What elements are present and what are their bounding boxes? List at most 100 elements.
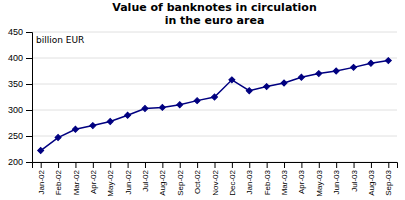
x-tick-mark	[336, 162, 337, 168]
point	[281, 80, 287, 86]
y-tick-label: 200	[8, 157, 23, 167]
x-tick-label: Jul-03	[350, 169, 359, 191]
x-tick-mark	[41, 162, 42, 168]
x-tick-label: May-02	[106, 169, 115, 196]
y-tick-mark	[26, 136, 32, 137]
y-axis-line	[26, 33, 33, 163]
chart-title-line: in the euro area	[165, 14, 265, 27]
x-tick-mark	[145, 162, 146, 168]
point	[368, 60, 374, 66]
x-tick: Jan-02	[37, 162, 46, 194]
x-tick: May-03	[315, 162, 324, 197]
y-tick: 250	[8, 131, 32, 141]
y-tick: 450	[8, 27, 32, 37]
y-tick-label: 250	[8, 131, 23, 141]
point	[125, 112, 131, 118]
point	[72, 126, 78, 132]
grid	[32, 32, 397, 162]
point	[38, 148, 44, 154]
point	[177, 102, 183, 108]
x-tick-mark	[388, 162, 389, 168]
point	[229, 77, 235, 83]
y-tick-label: 400	[8, 53, 23, 63]
x-tick-mark	[284, 162, 285, 168]
x-tick-label: Aug-03	[367, 169, 376, 195]
x-tick-mark	[215, 162, 216, 168]
x-tick-mark	[180, 162, 181, 168]
x-tick: May-02	[106, 162, 115, 197]
x-tick: Sep-03	[384, 162, 393, 196]
grid-line	[32, 84, 397, 85]
x-tick-label: Jun-02	[124, 169, 133, 194]
grid-line	[32, 58, 397, 59]
x-tick-label: Mar-02	[72, 169, 81, 195]
x-tick-mark	[75, 162, 76, 168]
x-tick: Dec-02	[228, 162, 237, 196]
x-tick: Aug-03	[367, 162, 376, 196]
y-tick-mark	[26, 162, 32, 163]
x-tick-label: Nov-02	[211, 169, 220, 195]
y-axis-label: billion EUR	[36, 35, 84, 45]
x-tick: Aug-02	[158, 162, 167, 196]
x-tick: Feb-02	[54, 162, 63, 195]
y-tick-mark	[26, 84, 32, 85]
grid-line	[32, 110, 397, 111]
y-tick-mark	[26, 110, 32, 111]
x-tick: Jul-02	[141, 162, 150, 192]
x-tick: Jun-02	[124, 162, 133, 194]
x-tick: Mar-03	[280, 162, 289, 195]
x-tick-label: Jun-03	[332, 169, 341, 194]
x-axis-line	[33, 163, 398, 169]
x-tick: Apr-03	[297, 162, 306, 194]
x-tick-mark	[232, 162, 233, 168]
x-tick-mark	[197, 162, 198, 168]
point	[55, 135, 61, 141]
chart-container: Value of banknotes in circulationin the …	[0, 0, 405, 200]
x-tick: Jul-03	[350, 162, 359, 192]
point	[211, 94, 217, 100]
point	[385, 58, 391, 64]
x-tick-label: Apr-02	[89, 169, 98, 194]
point	[194, 98, 200, 104]
x-tick-label: Dec-02	[228, 169, 237, 195]
point	[90, 123, 96, 129]
y-tick-mark	[26, 32, 32, 33]
x-tick: Mar-02	[72, 162, 81, 195]
x-tick-label: Feb-02	[54, 169, 63, 195]
y-tick-label: 300	[8, 105, 23, 115]
x-tick-label: Oct-02	[193, 169, 202, 194]
x-tick-label: Mar-03	[280, 169, 289, 195]
x-tick-label: Feb-03	[263, 169, 272, 195]
x-tick-label: Apr-03	[297, 169, 306, 194]
x-tick-mark	[319, 162, 320, 168]
y-tick: 200	[8, 157, 32, 167]
point	[142, 105, 148, 111]
chart-svg: Value of banknotes in circulationin the …	[0, 0, 405, 200]
x-tick-label: Jan-03	[245, 169, 254, 194]
y-tick: 400	[8, 53, 32, 63]
x-tick-label: May-03	[315, 169, 324, 196]
x-tick: Feb-03	[263, 162, 272, 195]
chart-title: Value of banknotes in circulationin the …	[112, 1, 316, 27]
x-tick: Oct-02	[193, 162, 202, 194]
y-tick-label: 450	[8, 27, 23, 37]
point	[351, 64, 357, 70]
x-tick-label: Jul-02	[141, 169, 150, 191]
grid-line	[32, 136, 397, 137]
x-tick-mark	[354, 162, 355, 168]
x-tick: Jun-03	[332, 162, 341, 194]
x-tick-label: Jan-02	[37, 169, 46, 194]
x-tick-mark	[162, 162, 163, 168]
plot-area: 200 250 300 350 400 450 Jan-02 Feb-02 Mar-02 Apr-…	[8, 27, 398, 196]
chart-title-line: Value of banknotes in circulation	[112, 1, 316, 14]
x-axis: Jan-02 Feb-02 Mar-02 Apr-02 May-02 Jun-02 Jul-…	[33, 162, 398, 197]
y-tick-mark	[26, 58, 32, 59]
point	[264, 84, 270, 90]
x-tick-mark	[93, 162, 94, 168]
x-tick: Jan-03	[245, 162, 254, 194]
y-tick-label: 350	[8, 79, 23, 89]
y-tick: 300	[8, 105, 32, 115]
x-tick: Sep-02	[176, 162, 185, 196]
line	[41, 61, 389, 151]
point	[316, 71, 322, 77]
